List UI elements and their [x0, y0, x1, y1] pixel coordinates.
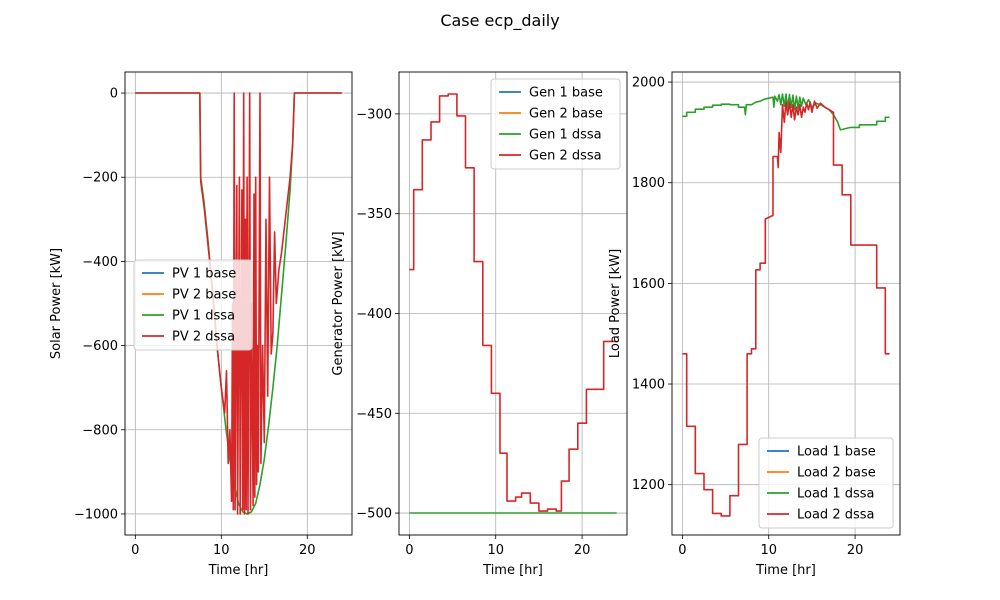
x-tick-label: 10	[487, 543, 504, 558]
legend-label: Gen 1 base	[529, 86, 603, 101]
legend-box	[133, 259, 253, 351]
legend-label: Load 2 base	[797, 466, 876, 481]
x-tick-label: 20	[299, 543, 316, 558]
y-tick-label: −450	[356, 407, 392, 422]
subplot-1: 0 10 20 0 −200 −400 −600 −800 −1000 Time [hr] Sola…	[49, 71, 353, 578]
x-tick-label: 10	[760, 543, 777, 558]
y-tick-label: 2000	[632, 76, 665, 91]
legend-label: Gen 2 base	[529, 107, 603, 122]
legend: PV 1 base PV 2 base PV 1 dssa PV 2 dssa	[133, 259, 253, 351]
legend: Gen 1 base Gen 2 base Gen 1 dssa Gen 2 dssa	[490, 78, 621, 170]
figure-title: Case ecp_daily	[440, 11, 559, 31]
legend-label: PV 1 base	[172, 267, 236, 282]
y-tick-label: −400	[82, 255, 118, 270]
legend-label: Gen 1 dssa	[529, 128, 602, 143]
y-tick-label: −350	[356, 207, 392, 222]
y-tick-label: −300	[356, 107, 392, 122]
series-line-3	[682, 93, 890, 131]
y-tick-label: −600	[82, 339, 118, 354]
axes-frame	[398, 71, 628, 536]
x-tick-label: 10	[213, 543, 230, 558]
series-line-4	[682, 100, 890, 517]
legend-label: Gen 2 dssa	[529, 149, 602, 164]
legend-label: Load 2 dssa	[797, 508, 875, 523]
x-axis-label: Time [hr]	[208, 563, 269, 578]
y-tick-label: 1800	[632, 176, 665, 191]
x-tick-label: 0	[131, 543, 139, 558]
y-tick-label: −400	[356, 307, 392, 322]
y-axis-label: Solar Power [kW]	[49, 248, 64, 359]
y-axis-label: Load Power [kW]	[608, 249, 623, 358]
x-axis-label: Time [hr]	[482, 563, 543, 578]
subplot-2: 0 10 20 −300 −350 −400 −450 −500 Time [hr] Genera…	[331, 71, 628, 578]
legend-label: Load 1 base	[797, 445, 876, 460]
legend-label: PV 1 dssa	[172, 309, 235, 324]
y-tick-label: −200	[82, 171, 118, 186]
y-tick-label: 1400	[632, 378, 665, 393]
y-tick-label: −500	[356, 507, 392, 522]
y-tick-label: 1200	[632, 478, 665, 493]
y-tick-label: 0	[110, 87, 118, 102]
legend: Load 1 base Load 2 base Load 1 dssa Load 2 …	[758, 437, 894, 529]
series-line-4	[409, 93, 617, 512]
legend-label: PV 2 dssa	[172, 330, 235, 345]
x-tick-label: 0	[405, 543, 413, 558]
legend-box	[758, 437, 894, 529]
legend-box	[490, 78, 621, 170]
axes-frame	[671, 71, 901, 536]
y-tick-label: 1600	[632, 277, 665, 292]
y-axis-label: Generator Power [kW]	[331, 231, 346, 375]
y-tick-label: −800	[82, 423, 118, 438]
series-line-4	[135, 92, 342, 515]
x-axis-label: Time [hr]	[755, 563, 816, 578]
y-tick-label: −1000	[74, 507, 118, 522]
legend-label: Load 1 dssa	[797, 487, 875, 502]
x-tick-label: 0	[678, 543, 686, 558]
legend-label: PV 2 base	[172, 288, 236, 303]
x-tick-label: 20	[574, 543, 591, 558]
axes-frame	[124, 71, 353, 536]
subplot-3: 0 10 20 2000 1800 1600 1400 1200 Time [hr] Load P…	[608, 71, 901, 578]
x-tick-label: 20	[847, 543, 864, 558]
